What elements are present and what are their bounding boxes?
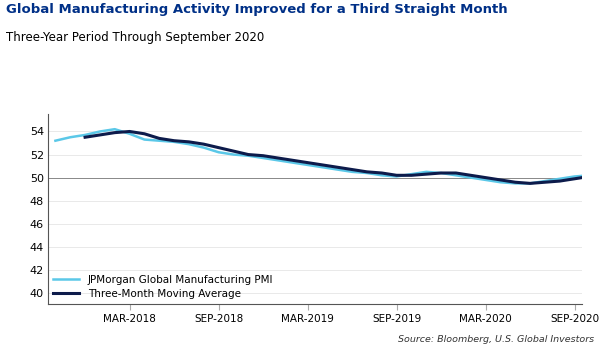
Text: Source: Bloomberg, U.S. Global Investors: Source: Bloomberg, U.S. Global Investors [398, 335, 594, 344]
Text: Global Manufacturing Activity Improved for a Third Straight Month: Global Manufacturing Activity Improved f… [6, 3, 508, 17]
Legend: JPMorgan Global Manufacturing PMI, Three-Month Moving Average: JPMorgan Global Manufacturing PMI, Three… [53, 275, 273, 299]
Text: Three-Year Period Through September 2020: Three-Year Period Through September 2020 [6, 31, 264, 44]
